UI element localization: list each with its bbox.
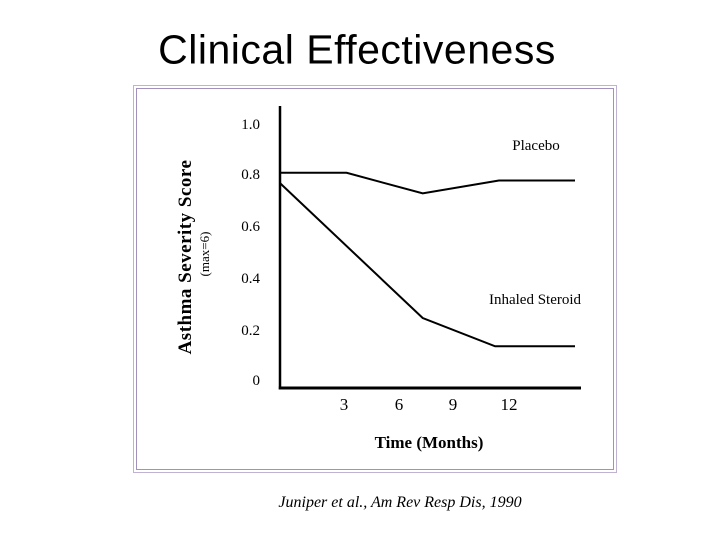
x-tick-label: 12	[500, 395, 518, 414]
chart-frame-inner-border	[136, 88, 614, 470]
citation: Juniper et al., Am Rev Resp Dis, 1990	[278, 494, 522, 511]
x-tick-label: 9	[448, 395, 458, 414]
y-tick-label: 0.6	[241, 219, 260, 235]
slide-title: Clinical Effectiveness	[158, 26, 556, 73]
y-tick-label: 0.4	[241, 271, 260, 287]
chart-canvas	[278, 106, 581, 390]
series-label-inhaled-steroid: Inhaled Steroid	[488, 292, 582, 308]
y-tick-label: 0.2	[241, 323, 260, 339]
series-layer	[279, 171, 575, 348]
series-line-inhaled-steroid	[279, 182, 575, 348]
series-label-placebo: Placebo	[512, 138, 560, 154]
y-tick-label: 0	[252, 373, 261, 389]
y-tick-label: 1.0	[241, 117, 260, 133]
x-tick-label: 3	[339, 395, 349, 414]
x-axis-title: Time (Months)	[374, 433, 484, 452]
y-tick-label: 0.8	[241, 167, 260, 183]
y-axis-note: (max=6)	[197, 231, 212, 277]
series-line-placebo	[280, 171, 575, 195]
y-axis-title: Asthma Severity Score	[175, 159, 196, 355]
x-tick-label: 6	[394, 395, 404, 414]
chart-frame: 1.0 0.8 0.6 0.4 0.2 0 3 6 9 12 Placebo I…	[133, 85, 617, 473]
